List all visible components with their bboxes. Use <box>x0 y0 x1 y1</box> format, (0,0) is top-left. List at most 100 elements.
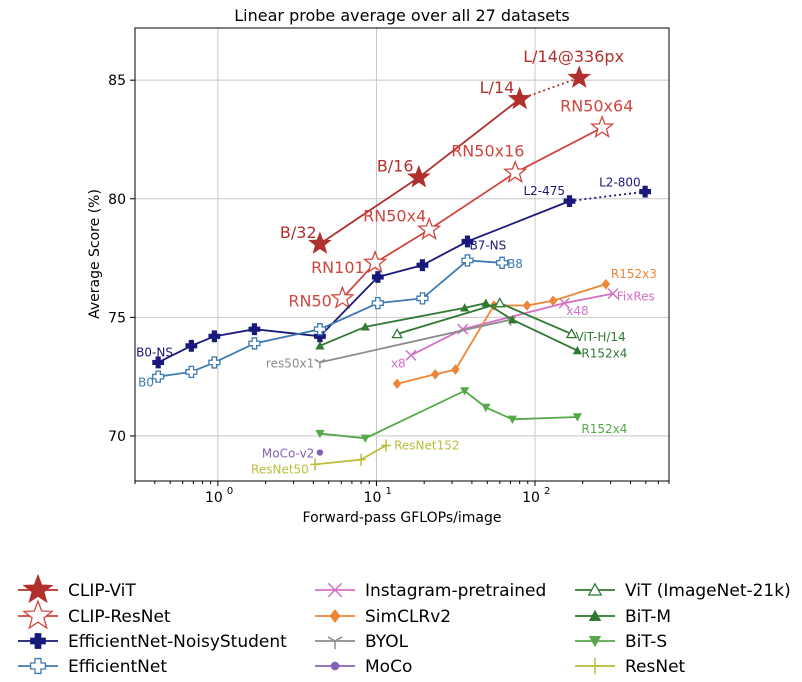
series-resnet: ResNet50 ResNet152 <box>251 438 459 476</box>
y-tick-label: 85 <box>108 73 126 89</box>
chart-title: Linear probe average over all 27 dataset… <box>234 6 569 25</box>
legend-entry-efficientnet: EfficientNet <box>18 657 167 677</box>
byol-marker-stroke <box>504 316 511 321</box>
legend-entry-moco: MoCo <box>315 657 412 677</box>
legend-marker <box>588 636 602 648</box>
legend-entry-instagram-pretrained: Instagram-pretrained <box>315 581 546 601</box>
plot-frame <box>134 27 670 482</box>
efficientnet-noisystudent-marker <box>185 339 198 352</box>
instagram-pretrained-point-label: x48 <box>566 304 588 318</box>
instagram-pretrained-marker <box>457 323 469 335</box>
bit-m-marker <box>481 298 491 307</box>
clip-vit-point-label: B/16 <box>377 156 414 175</box>
bit-s-line <box>319 389 578 440</box>
legend-marker <box>329 609 341 623</box>
efficientnet-marker <box>185 365 198 379</box>
series-bit-s: R152x4 <box>315 387 627 443</box>
clip-resnet-marker <box>330 285 355 309</box>
instagram-pretrained-point-label: x8 <box>391 356 406 370</box>
legend-label: Instagram-pretrained <box>365 581 546 601</box>
bit-s-marker <box>507 415 517 424</box>
resnet-marker <box>310 458 320 471</box>
efficientnet-noisystudent-point-label: L2-475 <box>523 184 565 198</box>
instagram-pretrained-marker-stroke <box>457 323 469 335</box>
instagram-pretrained-marker <box>558 297 570 309</box>
clip-resnet-marker <box>589 114 615 139</box>
legend-marker <box>588 609 602 621</box>
simclrv2-marker <box>522 300 532 311</box>
efficientnet-noisystudent-marker <box>248 323 261 336</box>
efficientnet-noisystudent-marker <box>416 259 429 272</box>
simclrv2-marker <box>548 295 558 307</box>
x-tick-label: 10 <box>364 490 382 506</box>
legend-entry-bit-s: BiT-S <box>575 632 667 652</box>
byol-marker <box>314 358 326 369</box>
legend-label: CLIP-ViT <box>68 581 136 601</box>
x-axis-label: Forward-pass GFLOPs/image <box>303 510 502 526</box>
bit-s-marker <box>315 429 325 439</box>
legend-marker <box>29 657 47 675</box>
bit-s-marker <box>572 413 582 422</box>
efficientnet-marker <box>416 292 429 305</box>
clip-vit-point-label: B/32 <box>280 223 317 242</box>
efficientnet-marker <box>152 370 165 383</box>
legend-marker <box>22 599 54 630</box>
bit-m-line <box>319 302 578 352</box>
efficientnet-marker <box>495 256 509 269</box>
vit-imagenet-21k-marker <box>391 328 403 339</box>
legend-label: EfficientNet-NoisyStudent <box>68 632 287 652</box>
legend-marker <box>30 633 46 649</box>
efficientnet-marker <box>371 296 384 310</box>
simclrv2-point-label: R152x3 <box>611 267 657 281</box>
simclrv2-marker <box>601 278 611 290</box>
efficientnet-point-label: B0 <box>138 376 154 390</box>
bit-s-marker <box>481 403 491 413</box>
byol-marker-stroke <box>319 358 326 364</box>
moco-point-label: MoCo-v2 <box>262 447 314 461</box>
clip-resnet-point-label: RN101 <box>311 258 365 277</box>
legend-label: ResNet <box>625 657 686 677</box>
clip-resnet-point-label: RN50x64 <box>560 97 633 116</box>
resnet-marker <box>381 439 391 452</box>
x-tick-label: 10 <box>522 490 540 506</box>
legend-marker <box>327 582 343 598</box>
clip-resnet-marker <box>362 249 388 274</box>
x-tick-label: 10 <box>205 490 223 506</box>
legend-label: SimCLRv2 <box>365 607 451 627</box>
efficientnet-marker <box>248 337 261 350</box>
bit-m-marker <box>507 315 517 324</box>
moco-marker <box>316 449 324 456</box>
bit-s-marker <box>460 387 470 396</box>
legend-label: BiT-S <box>625 632 667 652</box>
series-byol: res50x1 <box>266 316 517 370</box>
bit-m-marker <box>460 303 470 312</box>
efficientnet-noisystudent-marker <box>461 235 474 248</box>
efficientnet-noisystudent-point-label: B0-NS <box>136 345 173 359</box>
legend-entry-bit-m: BiT-M <box>575 607 671 627</box>
legend-entry-simclrv2: SimCLRv2 <box>315 607 451 627</box>
clip-vit-point-label: L/14 <box>480 78 515 97</box>
clip-resnet-marker <box>416 216 442 241</box>
efficientnet-point-label: B8 <box>507 257 523 271</box>
simclrv2-marker <box>392 378 402 390</box>
x-tick-exponent: 2 <box>544 486 550 497</box>
bit-m-point-label: R152x4 <box>581 347 627 361</box>
series-instagram-pretrained: x8 x48 FixRes <box>391 288 655 370</box>
series-layer: B/32B/16L/14L/14@336pxRN50RN101RN50x4RN5… <box>136 47 657 477</box>
efficientnet-noisystudent-extension-line <box>569 190 646 203</box>
legend-marker-stroke <box>334 636 343 642</box>
clip-vit-marker <box>308 231 332 254</box>
clip-resnet-point-label: RN50x4 <box>363 207 426 226</box>
instagram-pretrained-marker <box>405 349 417 361</box>
vit-imagenet-21k-point-label: ViT-H/14 <box>576 330 626 344</box>
clip-vit-marker <box>406 164 431 188</box>
legend-marker <box>327 636 343 650</box>
clip-vit-marker <box>507 86 532 110</box>
bit-m-marker <box>360 322 370 331</box>
y-axis-label: Average Score (%) <box>87 189 103 319</box>
series-efficientnet-noisystudent: B0-NS B7-NS L2-475 L2-800 <box>136 176 652 369</box>
series-vit-imagenet-21k: ViT-H/14 <box>391 297 626 344</box>
byol-point-label: res50x1 <box>266 356 314 370</box>
series-simclrv2: R152x3 <box>392 267 657 390</box>
